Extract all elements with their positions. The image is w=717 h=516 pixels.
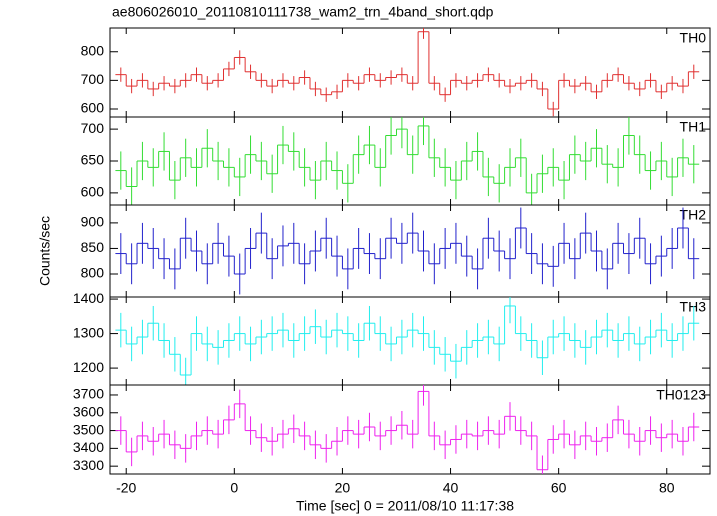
panel-frame — [109, 296, 711, 386]
x-axis-label: Time [sec] 0 = 2011/08/10 11:17:38 — [296, 498, 514, 514]
y-tick-label: 3500 — [73, 421, 104, 437]
y-tick-label: 3300 — [73, 457, 104, 473]
x-tick-label: 80 — [659, 480, 675, 496]
y-axis-label: Counts/sec — [37, 216, 53, 286]
y-tick-label: 700 — [81, 120, 105, 136]
y-tick-label: 3400 — [73, 439, 104, 455]
panel-frame — [109, 116, 711, 206]
y-tick-label: 650 — [81, 152, 105, 168]
panel-frame — [109, 384, 711, 475]
x-tick-label: 60 — [551, 480, 567, 496]
y-tick-label: 3700 — [73, 386, 104, 402]
y-tick-label: 800 — [81, 42, 105, 58]
y-tick-label: 1200 — [73, 359, 104, 375]
y-tick-label: 3600 — [73, 403, 104, 419]
panel-label: TH0123 — [656, 387, 706, 403]
panel-label: TH0 — [680, 30, 707, 46]
panel-label: TH3 — [680, 299, 707, 315]
x-tick-label: 0 — [230, 480, 238, 496]
panel-label: TH2 — [680, 207, 707, 223]
y-tick-label: 700 — [81, 71, 105, 87]
panel-label: TH1 — [680, 119, 707, 135]
panel-frame — [109, 27, 711, 118]
x-tick-label: -20 — [116, 480, 136, 496]
y-tick-label: 800 — [81, 265, 105, 281]
y-tick-label: 900 — [81, 214, 105, 230]
y-tick-label: 600 — [81, 100, 105, 116]
y-tick-label: 850 — [81, 239, 105, 255]
chart-title: ae806026010_20110810111738_wam2_trn_4ban… — [112, 4, 494, 20]
x-tick-label: 20 — [335, 480, 351, 496]
y-tick-label: 1400 — [73, 290, 104, 306]
y-tick-label: 1300 — [73, 324, 104, 340]
x-tick-label: 40 — [443, 480, 459, 496]
y-tick-label: 600 — [81, 184, 105, 200]
